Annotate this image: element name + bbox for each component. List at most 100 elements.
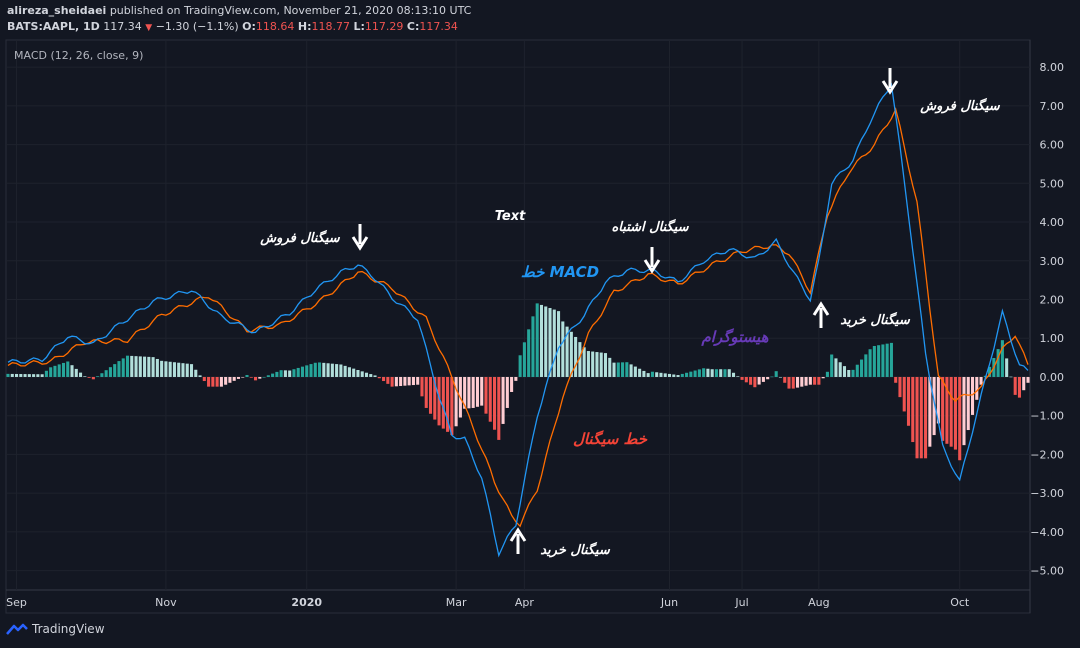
histogram-bar <box>296 367 300 377</box>
histogram-bar <box>574 336 578 377</box>
histogram-bar <box>561 321 565 377</box>
histogram-bar <box>591 351 595 377</box>
histogram-bar <box>1017 376 1022 398</box>
histogram-bar <box>326 363 330 377</box>
histogram-bar <box>830 354 834 377</box>
histogram-bar <box>258 376 262 379</box>
histogram-bar <box>753 376 757 388</box>
histogram-bar <box>215 376 219 387</box>
histogram-bar <box>672 374 676 377</box>
histogram-bar <box>36 374 40 377</box>
histogram-bar <box>343 365 347 377</box>
histogram-bar <box>424 376 428 408</box>
histogram-bar <box>770 376 774 378</box>
histogram-bar <box>219 376 223 387</box>
y-tick-label: 0.00 <box>1040 371 1065 384</box>
histogram-bar <box>10 373 14 377</box>
y-tick-label: 6.00 <box>1040 139 1065 152</box>
histogram-bar <box>224 376 228 385</box>
histogram-bar <box>522 342 526 377</box>
histogram-bar <box>667 373 672 377</box>
histogram-bar <box>548 308 552 377</box>
histogram-bar <box>1005 358 1009 377</box>
histogram-bar <box>557 311 561 377</box>
histogram-bar <box>390 376 394 387</box>
histogram-bar <box>194 369 198 377</box>
histogram-bar <box>851 369 855 377</box>
down-arrow-icon <box>643 247 661 274</box>
histogram-bar <box>232 376 236 381</box>
histogram-bar <box>177 362 181 377</box>
histogram-bar <box>800 376 804 387</box>
symbol-label[interactable]: BATS:AAPL, 1D <box>7 20 100 33</box>
histogram-bar <box>446 376 450 432</box>
histogram-bar <box>134 356 138 377</box>
last-price: 117.34 <box>103 20 142 33</box>
histogram-bar <box>96 376 100 377</box>
histogram-bar <box>902 376 906 412</box>
histogram-bar <box>403 376 407 386</box>
histogram-bar <box>578 342 582 377</box>
histogram-bar <box>44 370 48 377</box>
histogram-bar <box>894 376 898 383</box>
time-axis: Sep Nov 2020 Mar Apr Jun Jul Aug Oct <box>6 596 970 609</box>
histogram-bar <box>181 363 185 377</box>
histogram-bar <box>91 376 95 380</box>
histogram-bar <box>778 376 783 378</box>
histogram-bar <box>160 360 164 377</box>
histogram-bar <box>582 347 586 377</box>
histogram-bar <box>23 374 27 377</box>
x-tick-label: Sep <box>6 596 27 609</box>
histogram-bar <box>211 376 215 387</box>
histogram-bar <box>727 369 731 377</box>
annotation-buy-1: سیگنال خرید <box>540 541 611 558</box>
histogram-bar <box>531 316 535 377</box>
close-value: 117.34 <box>419 20 458 33</box>
histogram-bar <box>14 373 19 377</box>
histogram-bar <box>702 368 706 377</box>
histogram-bar <box>202 376 206 382</box>
histogram-bar <box>49 367 53 377</box>
price-axis: 8.00 7.00 6.00 5.00 4.00 3.00 2.00 1.00 0.00 −1.0… <box>1030 61 1064 578</box>
histogram-bar <box>236 376 240 379</box>
indicator-label[interactable]: MACD (12, 26, close, 9) <box>14 49 143 62</box>
histogram-bar <box>646 373 650 377</box>
histogram-bar <box>492 376 497 430</box>
histogram-bar <box>382 376 386 382</box>
histogram-bar <box>189 364 194 377</box>
annotations: سیگنال فروش Text سیگنال اشتباه خط MACD ه… <box>259 68 1001 558</box>
histogram-bar <box>881 344 885 377</box>
histogram-bar <box>612 362 616 377</box>
histogram-bar <box>70 365 74 377</box>
histogram-bar <box>266 375 270 377</box>
histogram-bar <box>924 376 928 459</box>
histogram-bar <box>113 364 117 377</box>
histogram-bar <box>919 376 923 459</box>
histogram-bar <box>736 376 740 377</box>
histogram-bar <box>53 365 57 377</box>
histogram-bar <box>586 351 590 377</box>
histogram-bar <box>813 376 817 385</box>
up-arrow-icon <box>812 301 830 328</box>
publisher-name[interactable]: alireza_sheidaei <box>7 4 107 17</box>
histogram-bar <box>693 370 697 377</box>
histogram-bar <box>454 376 458 427</box>
tradingview-logo-icon <box>6 623 28 635</box>
histogram-bar <box>872 345 876 377</box>
histogram-bar <box>608 357 612 377</box>
histogram-bar <box>766 376 770 380</box>
high-value: 118.77 <box>311 20 351 33</box>
histogram-bar <box>471 376 475 408</box>
histogram-bar <box>40 374 44 377</box>
histogram-bar <box>428 376 433 414</box>
tradingview-logo[interactable]: TradingView <box>6 622 105 636</box>
histogram-bar <box>970 376 975 415</box>
y-tick-label: 7.00 <box>1040 100 1065 113</box>
x-tick-label: Apr <box>515 596 535 609</box>
histogram-bar <box>714 369 718 377</box>
histogram-bar <box>185 363 189 377</box>
histogram-bar <box>87 376 91 378</box>
histogram-bar <box>420 376 424 397</box>
histogram-bar <box>996 349 1000 377</box>
